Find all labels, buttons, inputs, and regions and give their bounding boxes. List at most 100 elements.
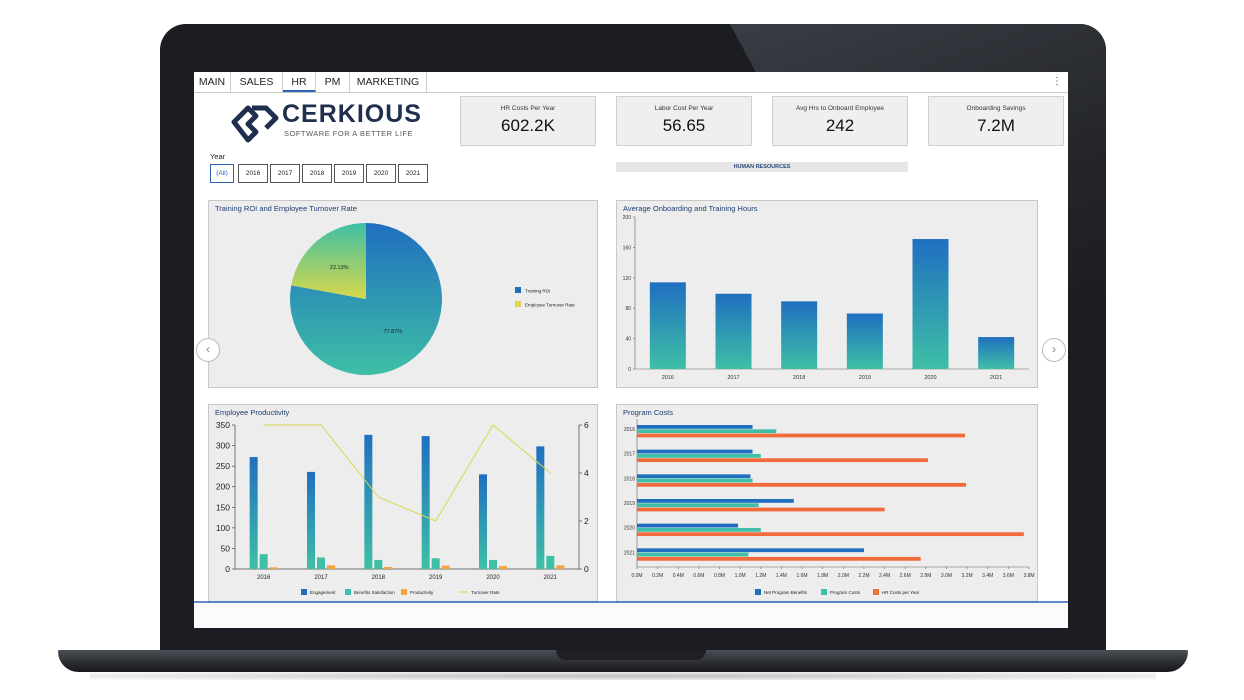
legend-label: Productivity (410, 590, 434, 595)
tab-bar: MAIN SALES HR PM MARKETING ⋮ (194, 72, 1068, 93)
bar-benefits-satisfaction (431, 558, 440, 569)
tab-pm[interactable]: PM (316, 72, 350, 92)
legend-label: Program Costs (830, 590, 861, 595)
y-tick-label: 250 (216, 461, 230, 471)
kpi-value: 602.2K (501, 116, 555, 135)
bar-hr-costs-per-year (637, 458, 928, 463)
bar-net-program-benefits (637, 499, 794, 503)
bar-engagement (249, 457, 258, 569)
chart-title: Average Onboarding and Training Hours (623, 204, 758, 213)
legend-label: Turnover Rate (471, 590, 500, 595)
bar-hr-costs-per-year (637, 556, 921, 561)
onboarding-hours-panel: 0 40 80 120 160 200 2016 2017 2018 2019 2020 2021 A… (616, 200, 1038, 388)
bar (846, 313, 883, 369)
bar-program-costs (637, 429, 777, 434)
bar-program-costs (637, 503, 759, 508)
next-page-button[interactable]: › (1042, 338, 1066, 362)
legend-swatch (821, 589, 827, 595)
training-roi-panel: 77.87% 22.13% Training ROI Employee Turnove… (208, 200, 598, 388)
x-tick-label: 1.8M (817, 573, 828, 579)
year-option-2018[interactable]: 2018 (302, 164, 332, 183)
bar-productivity (499, 566, 507, 569)
year-option-2021[interactable]: 2021 (398, 164, 428, 183)
y-tick-label: 300 (216, 441, 230, 451)
dashboard-screen: MAIN SALES HR PM MARKETING ⋮ CERKIOUS SO… (194, 72, 1068, 604)
kpi-card: Labor Cost Per Year 56.65 (616, 96, 752, 146)
bar-engagement (421, 436, 430, 569)
legend-swatch (515, 287, 521, 293)
pie-slice-label: 77.87% (383, 329, 402, 335)
x-tick-label: 2018 (372, 575, 386, 581)
x-tick-label: 3.6M (1003, 573, 1014, 579)
y-tick-label: 350 (216, 420, 230, 430)
tab-marketing[interactable]: MARKETING (350, 72, 427, 92)
bar-benefits-satisfaction (259, 554, 268, 569)
bar-productivity (384, 566, 393, 569)
legend-label: HR Costs per Year (882, 590, 920, 595)
x-tick-label: 2.2M (858, 573, 869, 579)
tab-hr[interactable]: HR (283, 72, 316, 92)
bar-net-program-benefits (637, 425, 753, 429)
y-tick-label: 2019 (624, 501, 635, 507)
bar-hr-costs-per-year (637, 433, 966, 438)
legend-label: Engagement (310, 590, 336, 595)
x-tick-label: 0.2M (652, 573, 663, 579)
x-tick-label: 2021 (544, 575, 558, 581)
y-tick-label: 2021 (624, 550, 635, 556)
year-option-all[interactable]: (All) (210, 164, 234, 183)
legend-swatch (345, 589, 351, 595)
x-tick-label: 2020 (486, 575, 500, 581)
pie-slice-label: 22.13% (330, 265, 349, 271)
bar-benefits-satisfaction (546, 555, 555, 569)
tab-sales[interactable]: SALES (231, 72, 283, 92)
bar-productivity (269, 567, 278, 569)
y2-tick-label: 6 (584, 420, 589, 430)
x-tick-label: 2016 (662, 375, 674, 381)
bar-engagement (479, 474, 487, 569)
bar-hr-costs-per-year (637, 482, 967, 487)
screen-bottom-area (194, 604, 1068, 628)
kpi-value: 56.65 (662, 116, 706, 135)
bar-engagement (364, 434, 373, 569)
more-menu-icon[interactable]: ⋮ (1052, 76, 1062, 87)
legend-swatch (401, 589, 407, 595)
bar-net-program-benefits (637, 548, 864, 553)
y-tick-label: 200 (216, 482, 230, 492)
training-roi-chart: 77.87% 22.13% Training ROI Employee Turnove… (290, 223, 575, 375)
y-tick-label: 150 (216, 502, 230, 512)
year-option-2020[interactable]: 2020 (366, 164, 396, 183)
logo-tagline: SOFTWARE FOR A BETTER LIFE (284, 129, 413, 138)
bar-program-costs (637, 552, 749, 557)
bar-engagement (536, 446, 545, 569)
x-tick-label: 2019 (859, 375, 871, 381)
legend-swatch (873, 589, 879, 595)
tab-main[interactable]: MAIN (194, 72, 231, 92)
x-tick-label: 0.0M (631, 573, 642, 579)
x-tick-label: 0.6M (693, 573, 704, 579)
employee-productivity-chart: 0 50 100 150 200 250 300 350 0 2 4 6 2016 2017 2018 201… (216, 420, 589, 595)
prev-page-button[interactable]: ‹ (196, 338, 220, 362)
pie-slice (291, 223, 366, 299)
bar (978, 337, 1015, 369)
y-tick-label: 160 (623, 245, 632, 251)
logo-wordmark: CERKIOUS (282, 100, 422, 128)
legend-label: Employee Turnover Rate (525, 303, 575, 308)
y-tick-label: 80 (625, 306, 631, 312)
kpi-card: Avg Hrs to Onboard Employee 242 (772, 96, 908, 146)
legend-label: Training ROI (525, 289, 550, 294)
year-option-2016[interactable]: 2016 (238, 164, 268, 183)
year-option-2017[interactable]: 2017 (270, 164, 300, 183)
chart-title: Program Costs (623, 408, 674, 417)
x-tick-label: 1.6M (796, 573, 807, 579)
x-tick-label: 0.8M (714, 573, 725, 579)
bar-benefits-satisfaction (489, 559, 497, 569)
bar-program-costs (637, 478, 753, 483)
company-logo: CERKIOUS SOFTWARE FOR A BETTER LIFE (230, 96, 422, 146)
bar (649, 282, 686, 369)
x-tick-label: 0.4M (673, 573, 684, 579)
bar-program-costs (637, 453, 761, 458)
screen-scroll-edge (194, 601, 1068, 603)
x-tick-label: 2019 (429, 575, 443, 581)
year-option-2019[interactable]: 2019 (334, 164, 364, 183)
